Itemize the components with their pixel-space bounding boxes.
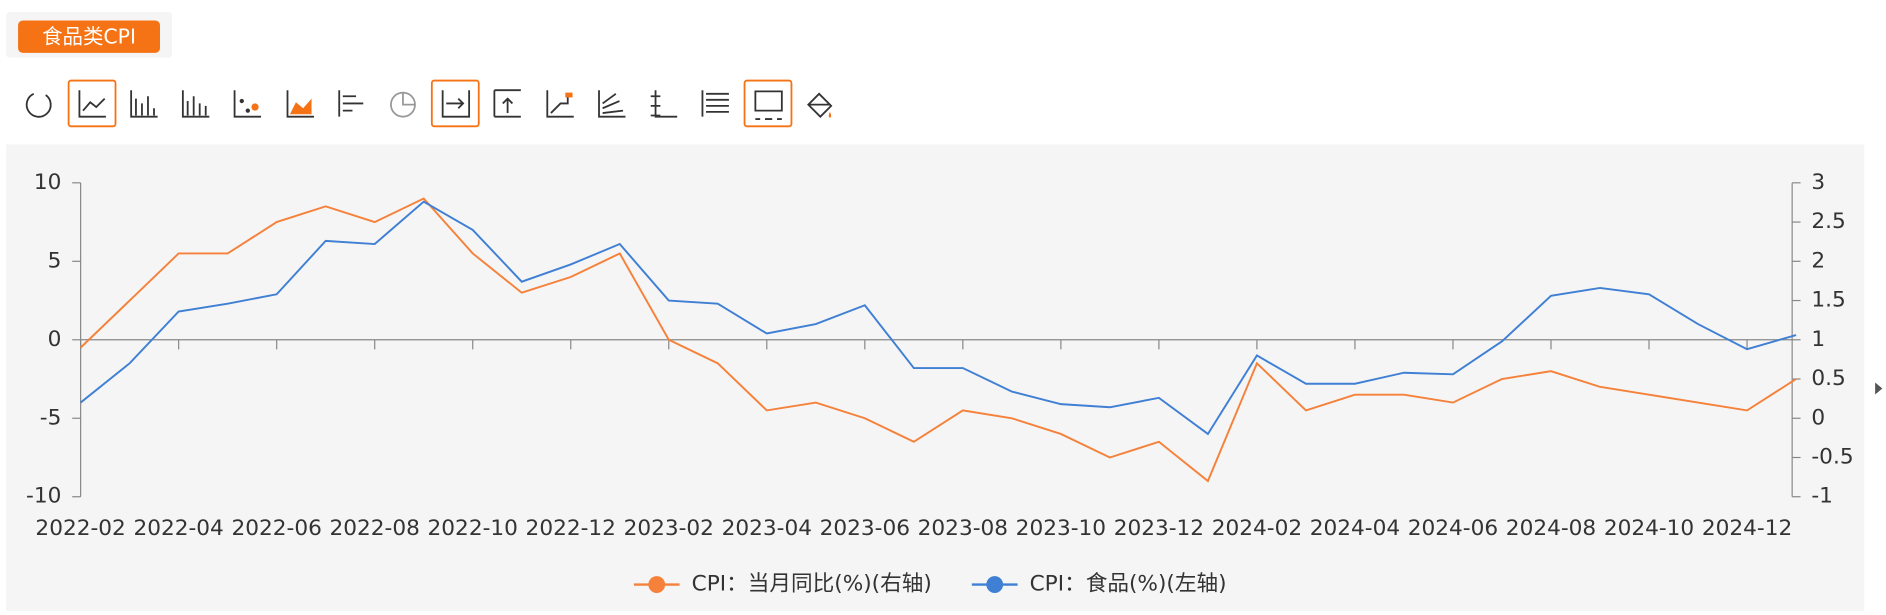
y2-tick-label: 1.5 bbox=[1811, 288, 1845, 313]
step-icon[interactable] bbox=[546, 90, 574, 118]
y2-tick-label: 3 bbox=[1811, 170, 1825, 195]
x-tick-label: 2022-02 bbox=[35, 516, 125, 541]
x-tick-label: 2023-02 bbox=[624, 516, 714, 541]
legend-marker bbox=[648, 576, 666, 593]
selected-box bbox=[430, 79, 480, 128]
x-tick-label: 2022-10 bbox=[428, 516, 518, 541]
fill-icon[interactable] bbox=[807, 92, 833, 118]
legend-label: CPI：食品(%)(左轴) bbox=[1030, 572, 1227, 597]
x-tick-label: 2023-10 bbox=[1016, 516, 1106, 541]
x-tick-label: 2023-08 bbox=[918, 516, 1008, 541]
legend-label: CPI：当月同比(%)(右轴) bbox=[692, 572, 932, 597]
series-line bbox=[80, 200, 1797, 436]
y2-tick-label: 0.5 bbox=[1811, 366, 1845, 391]
selected-box bbox=[743, 79, 793, 128]
y-tick-label: 0 bbox=[48, 327, 62, 352]
y2-tick-label: 2 bbox=[1811, 248, 1825, 273]
series-line bbox=[79, 197, 1797, 483]
x-tick-label: 2022-06 bbox=[231, 516, 321, 541]
x-tick-label: 2022-08 bbox=[330, 516, 420, 541]
x-tick-label: 2023-04 bbox=[722, 516, 812, 541]
x-tick-label: 2022-04 bbox=[133, 516, 223, 541]
hbar-icon[interactable] bbox=[338, 90, 364, 117]
x-tick-label: 2024-08 bbox=[1506, 516, 1596, 541]
axis-icon[interactable] bbox=[493, 89, 521, 118]
tick-icon[interactable] bbox=[650, 90, 678, 118]
y-tick-label: 10 bbox=[34, 170, 62, 195]
x-tick-label: 2022-12 bbox=[526, 516, 616, 541]
y2-tick-label: 2.5 bbox=[1811, 209, 1845, 234]
legend-marker bbox=[986, 576, 1004, 593]
chart-area bbox=[6, 144, 1865, 612]
x-tick-label: 2023-06 bbox=[820, 516, 910, 541]
tag[interactable] bbox=[18, 20, 161, 53]
x-tick-label: 2024-10 bbox=[1604, 516, 1694, 541]
y2-tick-label: 1 bbox=[1811, 327, 1825, 352]
refresh-icon[interactable] bbox=[25, 92, 52, 118]
y-tick-label: -10 bbox=[26, 484, 61, 509]
area-icon[interactable] bbox=[286, 90, 314, 118]
scroll-arrow[interactable] bbox=[1875, 382, 1883, 395]
tag-text: 食品类CPI bbox=[42, 24, 136, 48]
toolbar bbox=[25, 79, 833, 128]
bar-icon[interactable] bbox=[130, 90, 158, 118]
stack-bar-icon[interactable] bbox=[181, 90, 210, 118]
x-tick-label: 2024-06 bbox=[1408, 516, 1498, 541]
x-tick-label: 2023-12 bbox=[1114, 516, 1204, 541]
fan-icon[interactable] bbox=[598, 90, 626, 118]
x-tick-label: 2024-12 bbox=[1702, 516, 1792, 541]
y-tick-label: -5 bbox=[40, 405, 62, 430]
legend-icon[interactable] bbox=[754, 90, 783, 120]
x-tick-label: 2024-02 bbox=[1212, 516, 1302, 541]
y2-tick-label: -0.5 bbox=[1811, 444, 1853, 469]
y-tick-label: 5 bbox=[48, 248, 62, 273]
y2-tick-label: -1 bbox=[1811, 484, 1833, 509]
x-tick-label: 2024-04 bbox=[1310, 516, 1400, 541]
axis-icon[interactable] bbox=[441, 90, 471, 118]
line-icon[interactable] bbox=[78, 90, 106, 118]
scatter-icon[interactable] bbox=[233, 90, 262, 118]
y2-tick-label: 0 bbox=[1811, 405, 1825, 430]
selected-box bbox=[67, 79, 117, 128]
grid-icon[interactable] bbox=[701, 90, 729, 117]
